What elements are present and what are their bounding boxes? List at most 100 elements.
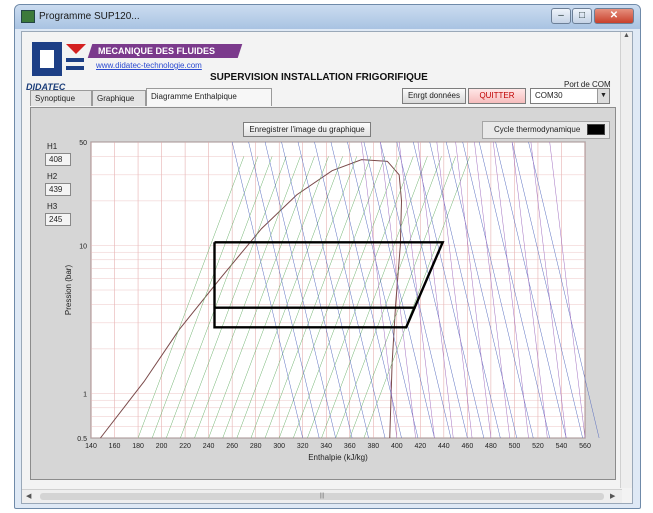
y-axis-label: Pression (bar) xyxy=(64,265,73,316)
quality-line xyxy=(264,156,372,439)
window-title: Programme SUP120... xyxy=(39,11,140,22)
x-tick-label: 420 xyxy=(414,443,426,450)
isotherm-line xyxy=(380,141,416,439)
y-tick-label: 10 xyxy=(79,243,87,250)
x-tick-label: 380 xyxy=(367,443,379,450)
save-data-button[interactable]: Enrgt données xyxy=(402,88,466,104)
isentrope-line xyxy=(281,141,353,439)
isentrope-line xyxy=(413,141,485,439)
x-tick-label: 520 xyxy=(532,443,544,450)
isentrope-line xyxy=(462,141,534,439)
x-tick-label: 560 xyxy=(579,443,591,450)
x-tick-label: 400 xyxy=(391,443,403,450)
quality-line xyxy=(349,156,456,439)
client-area: DIDATEC MECANIQUE DES FLUIDES www.didate… xyxy=(21,31,633,504)
scroll-thumb[interactable]: ||| xyxy=(40,493,604,500)
horizontal-scrollbar[interactable]: ◀ ||| ▶ xyxy=(22,489,622,503)
x-tick-label: 140 xyxy=(85,443,97,450)
isotherm-line xyxy=(436,141,473,439)
isotherm-line xyxy=(530,141,567,439)
isentrope-line xyxy=(264,141,336,439)
com-port-value: COM30 xyxy=(535,91,563,100)
isentrope-line xyxy=(528,141,600,439)
x-tick-label: 320 xyxy=(297,443,309,450)
x-tick-label: 500 xyxy=(509,443,521,450)
isentrope-line xyxy=(330,141,402,439)
quit-button[interactable]: QUITTER xyxy=(468,88,526,104)
y-tick-label: 1 xyxy=(83,391,87,398)
x-axis-label: Enthalpie (kJ/kg) xyxy=(308,453,368,462)
quality-line xyxy=(236,156,343,439)
tab-diagramme-enthalpique[interactable]: Diagramme Enthalpique xyxy=(146,88,272,106)
x-tick-label: 200 xyxy=(156,443,168,450)
quality-line xyxy=(363,156,470,439)
app-window: Programme SUP120... – □ ✕ DIDATEC MECANI… xyxy=(14,4,641,509)
cycle-frame xyxy=(482,121,610,139)
tab-synoptique[interactable]: Synoptique xyxy=(30,90,92,106)
x-tick-label: 220 xyxy=(179,443,191,450)
isentrope-line xyxy=(363,141,435,439)
save-image-button[interactable]: Enregistrer l'image du graphique xyxy=(243,122,371,137)
isotherm-line xyxy=(511,141,548,439)
didatec-logo xyxy=(32,42,86,76)
x-tick-label: 180 xyxy=(132,443,144,450)
cycle-indicator[interactable] xyxy=(587,124,605,135)
chevron-down-icon[interactable]: ▼ xyxy=(597,89,609,103)
isentrope-line xyxy=(231,141,303,439)
isotherm-line xyxy=(493,141,529,439)
com-port-select[interactable]: COM30 ▼ xyxy=(530,88,610,104)
isentrope-line xyxy=(429,141,501,439)
isotherm-line xyxy=(474,141,510,439)
h1-label: H1 xyxy=(47,142,58,151)
isotherm-line xyxy=(361,141,398,439)
isentrope-line xyxy=(380,141,452,439)
x-tick-label: 160 xyxy=(109,443,121,450)
isentrope-line xyxy=(511,141,583,439)
website-link[interactable]: www.didatec-technologie.com xyxy=(96,61,202,70)
isotherm-line xyxy=(398,141,435,439)
isentrope-line xyxy=(347,141,419,439)
x-tick-label: 260 xyxy=(226,443,238,450)
isotherm-line xyxy=(455,141,492,439)
h2-label: H2 xyxy=(47,172,58,181)
quality-line xyxy=(307,156,414,439)
h2-value: 439 xyxy=(45,183,71,196)
isentrope-line xyxy=(396,141,468,439)
isentrope-line xyxy=(478,141,550,439)
isentrope-line xyxy=(314,141,386,439)
y-tick-label: 50 xyxy=(79,140,87,147)
x-tick-label: 460 xyxy=(462,443,474,450)
quality-line xyxy=(278,156,386,439)
isentrope-line xyxy=(445,141,518,439)
scroll-right-icon[interactable]: ▶ xyxy=(610,493,616,500)
banner-title: MECANIQUE DES FLUIDES xyxy=(98,46,216,56)
close-button[interactable]: ✕ xyxy=(594,8,634,24)
enthalpy-chart: 140 160 180 200 220 240 260 280 300 320 340 360 380 4… xyxy=(64,140,600,462)
title-bar[interactable]: Programme SUP120... – □ ✕ xyxy=(15,5,640,29)
isentrope-line xyxy=(297,141,369,439)
minimize-button[interactable]: – xyxy=(551,8,571,24)
x-tick-label: 280 xyxy=(250,443,262,450)
isentrope-line xyxy=(495,141,567,439)
scroll-left-icon[interactable]: ◀ xyxy=(26,493,32,500)
quality-line xyxy=(151,156,259,439)
h1-value: 408 xyxy=(45,153,71,166)
tab-graphique[interactable]: Graphique xyxy=(92,90,146,106)
quality-line xyxy=(166,156,273,439)
maximize-button[interactable]: □ xyxy=(572,8,592,24)
h3-label: H3 xyxy=(47,202,58,211)
quality-line xyxy=(250,156,358,439)
x-tick-label: 480 xyxy=(485,443,497,450)
isotherm-line xyxy=(417,141,454,439)
quality-line xyxy=(208,156,315,439)
quality-line xyxy=(293,156,400,439)
x-tick-label: 440 xyxy=(438,443,450,450)
quality-line xyxy=(194,156,301,439)
vertical-scrollbar[interactable]: ▲ xyxy=(620,32,632,488)
quality-line xyxy=(137,156,245,439)
app-icon xyxy=(21,10,35,23)
logo-text: DIDATEC xyxy=(26,82,66,92)
x-tick-label: 300 xyxy=(273,443,285,450)
isentrope-line xyxy=(248,141,320,439)
y-tick-label: 0.5 xyxy=(77,436,87,443)
